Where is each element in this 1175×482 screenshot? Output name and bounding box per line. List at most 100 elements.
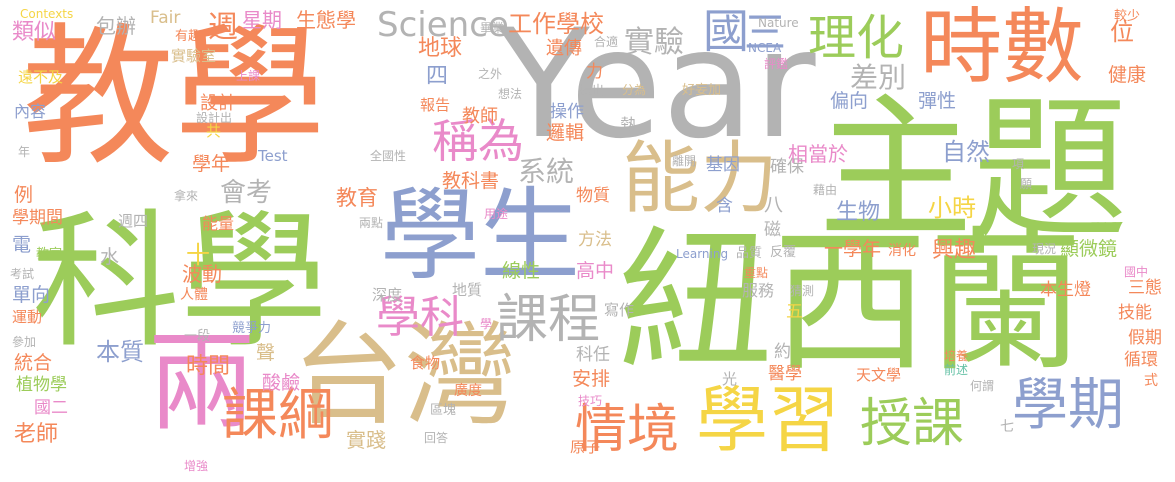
word-yixuenian: 一學年 [824, 238, 882, 260]
word-fanfu: 反覆 [770, 245, 797, 260]
word-likai: 離開 [672, 154, 697, 168]
word-benshengdeng: 本生燈 [1040, 280, 1091, 300]
word-chengwei: 稱為 [432, 114, 524, 168]
word-shendu: 深度 [372, 286, 403, 304]
word-jiaoshi: 教師 [462, 106, 498, 127]
word-renti: 人體 [180, 287, 208, 303]
word-gongzuo-xuexiao: 工作學校 [508, 10, 604, 38]
word-yongtu: 用途 [484, 207, 509, 221]
word-chabie: 差別 [850, 61, 907, 94]
word-shui: 水 [100, 246, 120, 268]
word-taiwan: 台灣 [292, 311, 516, 441]
word-quebao: 確保 [770, 157, 804, 177]
word-zhongdian: 重點 [744, 266, 769, 280]
word-ncea: NCEA [748, 41, 782, 55]
word-gong: 共 [206, 122, 222, 140]
word-neirong: 內容 [14, 102, 47, 121]
word-jiaoxue: 教學 [22, 9, 326, 186]
word-xunhuan: 循環 [1124, 350, 1158, 370]
word-fenwei: 分為 [622, 83, 647, 97]
word-xitong: 系統 [518, 155, 575, 188]
word-ziran: 自然 [942, 138, 990, 166]
word-xueke: 學科 [376, 292, 464, 343]
word-jiqiao: 技巧 [578, 394, 603, 408]
word-nengliang: 能量 [202, 214, 235, 233]
word-yixue: 醫學 [768, 364, 802, 384]
word-sheng: 聲 [256, 342, 276, 364]
word-science: Science [377, 5, 509, 45]
word-tonghe: 統合 [14, 352, 53, 374]
word-contexts: Contexts [20, 7, 74, 21]
word-wuzhi: 物質 [576, 186, 610, 206]
word-shengtaixue: 生態學 [296, 8, 356, 32]
word-dizhi: 地質 [452, 281, 483, 299]
word-jiaoyu: 教育 [336, 186, 378, 210]
word-shi: 十 [186, 241, 210, 269]
word-xiangdangyu: 相當於 [788, 142, 848, 166]
word-xianxing: 線性 [502, 260, 541, 282]
word-year: Year [498, 0, 816, 172]
word-huida: 回答 [424, 431, 449, 445]
word-xiang: 項 [1012, 157, 1025, 171]
word-jineng: 技能 [1118, 303, 1152, 323]
word-xuenian: 學年 [192, 153, 231, 175]
word-yiduan: 一段 [184, 329, 211, 344]
word-xiangfa: 想法 [498, 87, 523, 101]
word-leisi: 類似 [12, 20, 57, 45]
word-qingjing: 情境 [575, 400, 680, 460]
word-dian: 電 [12, 234, 32, 256]
word-xingqu: 興趣 [932, 238, 977, 263]
word-re: 熱 [620, 116, 637, 136]
word-benzhi: 本質 [96, 338, 144, 366]
word-yuanzi: 原子 [570, 438, 601, 456]
word-baogao: 報告 [420, 96, 451, 114]
word-xiaohua: 消化 [888, 243, 916, 259]
word-jiaqi: 假期 [1128, 328, 1162, 348]
word-shengwu: 生物 [836, 200, 881, 225]
word-yichuan: 遺傳 [546, 38, 582, 59]
word-guo: 國 [703, 4, 749, 58]
word-wu: 五 [786, 302, 803, 322]
word-guang: 光 [722, 370, 738, 388]
word-laoshi: 老師 [14, 422, 59, 447]
word-nian: 年 [18, 145, 31, 159]
word-san: 三 [744, 8, 787, 57]
word-heshi: 合適 [594, 35, 619, 49]
word-biye: 畢業 [480, 21, 505, 35]
word-quanguoxing: 全國性 [370, 149, 407, 163]
word-sheji: 設計 [200, 93, 236, 114]
word-shishu: 時數 [920, 0, 1085, 95]
word-xingqi: 星期 [242, 8, 282, 32]
word-zhiwai: 之外 [478, 67, 503, 81]
word-jieyou: 藉由 [813, 183, 838, 197]
word-youqu: 有趣 [175, 29, 202, 44]
word-xuexi: 學習 [696, 378, 841, 462]
word-liangdian: 兩點 [359, 216, 384, 230]
word-haowangjia: 好妄加 [682, 83, 722, 98]
word-canjia: 參加 [12, 335, 37, 349]
word-shouke: 授課 [860, 394, 965, 454]
word-peiyang: 培養 [944, 349, 969, 363]
word-pingjian: 評鑑 [764, 57, 789, 71]
word-test: Test [258, 147, 288, 165]
word-jiyin: 基因 [706, 155, 740, 175]
word-shijian-practice: 實踐 [346, 428, 386, 452]
word-fangfa: 方法 [578, 230, 612, 250]
word-shangke: 上課 [236, 69, 261, 83]
word-jingzhengli: 競爭力 [232, 321, 272, 336]
word-fuwu: 服務 [742, 281, 775, 300]
word-baoban: 包辦 [96, 14, 136, 38]
word-xiankuang: 現況 [1032, 242, 1057, 256]
word-suanjian: 酸鹼 [262, 372, 301, 394]
word-caice: 猜測 [790, 284, 815, 298]
word-danxiang: 單向 [12, 284, 51, 306]
word-ci: 磁 [764, 220, 781, 240]
word-niuxilan: 紐西蘭 [618, 212, 1083, 393]
word-yuanbuji: 遠不及 [18, 68, 64, 86]
word-kegang: 課綱 [222, 383, 334, 448]
word-guangdu: 廣度 [454, 383, 482, 399]
word-shijian: 時間 [186, 354, 231, 379]
word-qianshu: 前述 [944, 363, 969, 377]
word-jiankang: 健康 [1108, 64, 1147, 86]
